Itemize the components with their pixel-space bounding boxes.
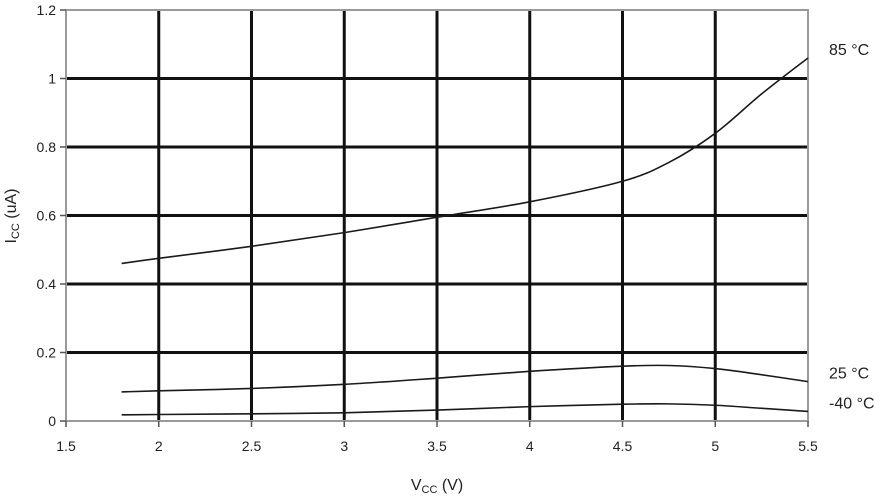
x-tick-label: 4.5 xyxy=(613,438,633,454)
series-line-85c xyxy=(121,57,809,265)
series-label-minus40c: -40 °C xyxy=(829,395,875,412)
y-tick-label: 1.2 xyxy=(37,2,57,18)
x-tick-label: 4 xyxy=(526,438,534,454)
x-tick-label: 2 xyxy=(155,438,163,454)
series-line-minus40c xyxy=(121,402,809,416)
y-tick-label: 0.6 xyxy=(37,208,57,224)
series-labels: 85 °C 25 °C -40 °C xyxy=(829,42,875,412)
x-axis-ticks: 1.5 2 2.5 3 3.5 4 4.5 5 5.5 xyxy=(56,421,818,454)
x-tick-label: 3.5 xyxy=(427,438,447,454)
y-tick-label: 0.4 xyxy=(37,276,57,292)
y-axis-ticks: 0 0.2 0.4 0.6 0.8 1 1.2 xyxy=(37,2,66,429)
y-tick-label: 0 xyxy=(48,413,56,429)
y-axis-label: ICC (uA) xyxy=(3,188,22,243)
grid xyxy=(66,10,808,421)
series-lines xyxy=(121,57,809,416)
x-tick-label: 5 xyxy=(711,438,719,454)
series-line-25c xyxy=(121,364,809,393)
x-axis-label: VCC (V) xyxy=(411,477,463,496)
y-tick-label: 0.2 xyxy=(37,345,57,361)
series-label-25c: 25 °C xyxy=(829,366,869,383)
y-tick-label: 1 xyxy=(48,71,56,87)
x-tick-label: 5.5 xyxy=(798,438,818,454)
series-label-85c: 85 °C xyxy=(829,42,869,59)
x-tick-label: 1.5 xyxy=(56,438,76,454)
x-tick-label: 2.5 xyxy=(242,438,262,454)
x-tick-label: 3 xyxy=(340,438,348,454)
y-tick-label: 0.8 xyxy=(37,139,57,155)
